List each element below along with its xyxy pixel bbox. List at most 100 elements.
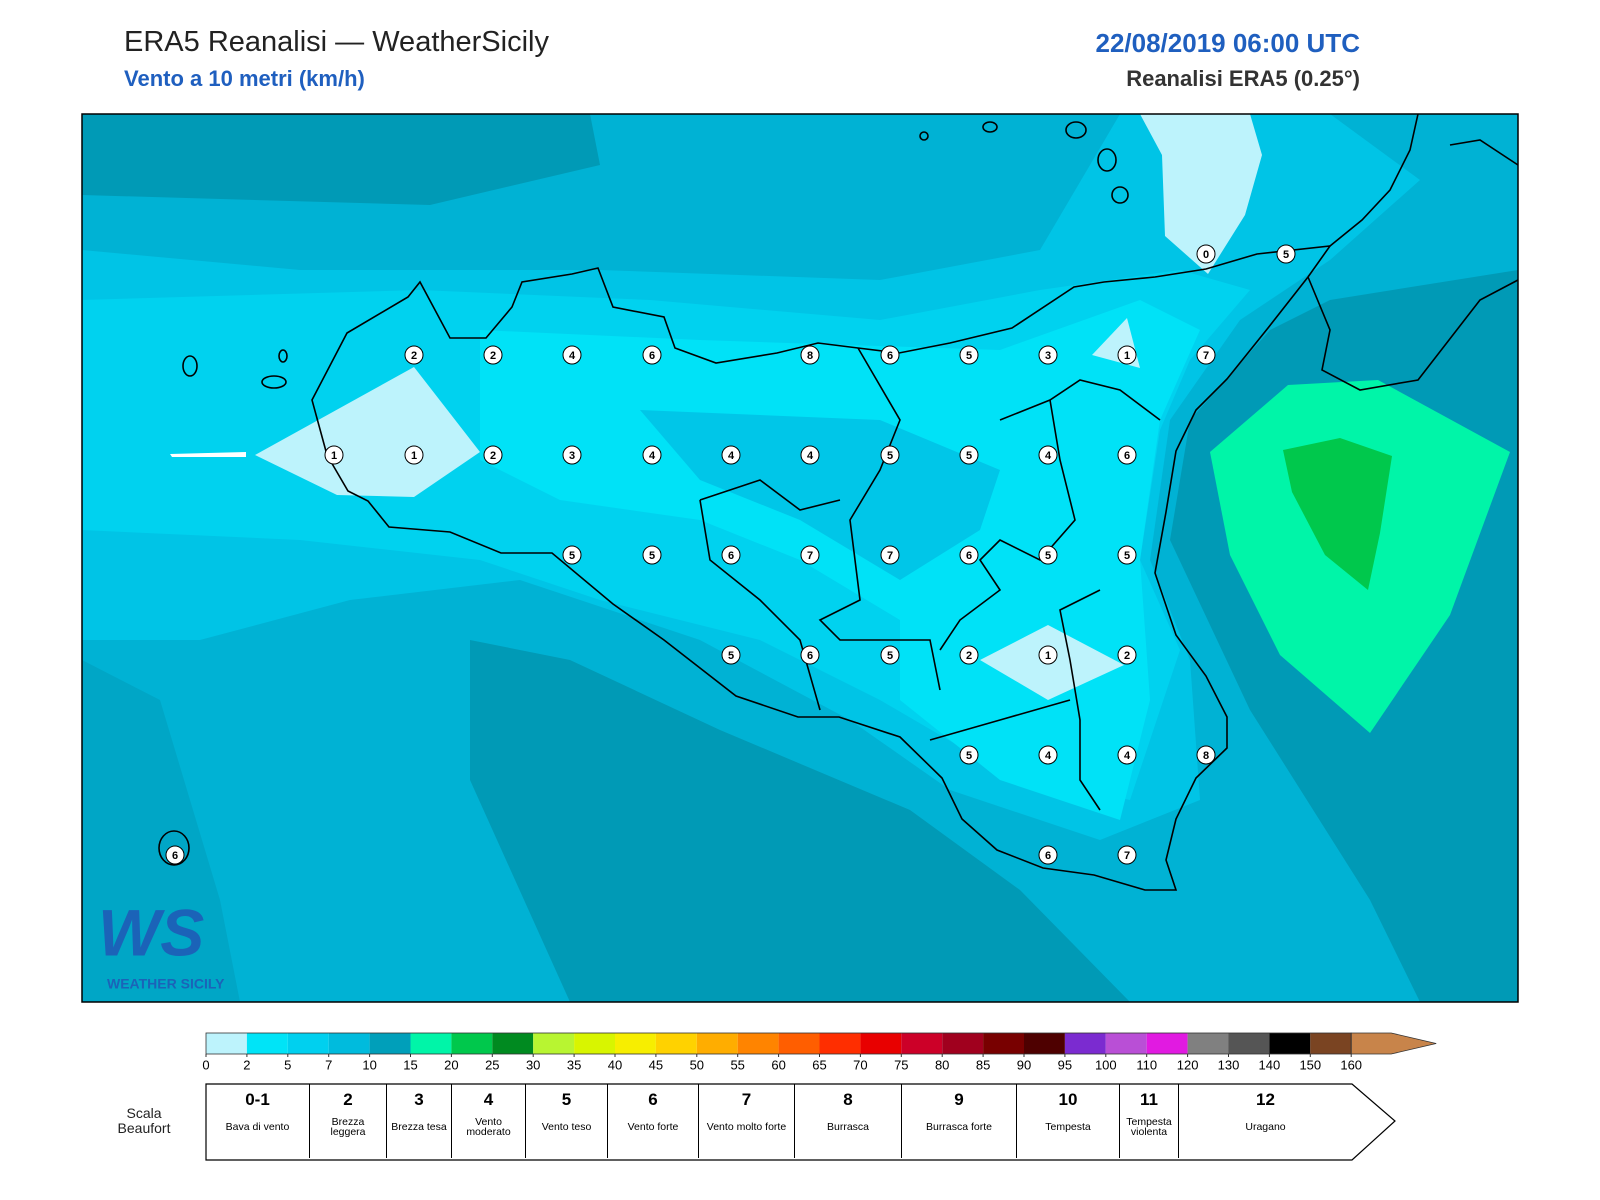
station-value: 6 — [1045, 850, 1051, 862]
station-marker — [1196, 244, 1216, 264]
station-value: 4 — [728, 450, 735, 462]
station-value: 1 — [1045, 650, 1051, 662]
title: ERA5 Reanalisi — WeatherSicily — [124, 26, 549, 58]
station-marker — [1038, 845, 1058, 865]
station-value: 2 — [490, 350, 496, 362]
station-value: 6 — [172, 850, 178, 862]
beaufort-name: Vento forte — [627, 1121, 679, 1133]
station-marker — [959, 645, 979, 665]
beaufort-force: 10 — [1058, 1090, 1078, 1109]
colorbar-tick-label: 35 — [567, 1057, 581, 1072]
colorbar-segment — [206, 1033, 247, 1054]
station-value: 5 — [887, 650, 893, 662]
beaufort-level: 3 Brezza tesa — [386, 1084, 451, 1158]
station-value: 4 — [1124, 750, 1131, 762]
map-frame — [81, 113, 1519, 1003]
station-marker — [880, 445, 900, 465]
station-marker — [562, 445, 582, 465]
station-value: 3 — [1045, 350, 1051, 362]
station-marker — [880, 345, 900, 365]
station-value: 6 — [728, 550, 734, 562]
beaufort-frame — [205, 1083, 1396, 1161]
station-value: 5 — [1045, 550, 1051, 562]
station-value: 6 — [887, 350, 893, 362]
station-marker — [1038, 445, 1058, 465]
beaufort-level: 7 Vento molto forte — [698, 1084, 794, 1158]
beaufort-level: 5 Vento teso — [525, 1084, 607, 1158]
beaufort-name: Burrasca — [826, 1121, 869, 1133]
colorbar-segment — [1310, 1033, 1352, 1054]
colorbar-tick-label: 10 — [362, 1057, 376, 1072]
colorbar-tick-label: 80 — [935, 1057, 949, 1072]
logo-name: WEATHER SICILY — [107, 976, 225, 992]
beaufort-level: 8 Burrasca — [794, 1084, 901, 1158]
station-marker — [959, 745, 979, 765]
beaufort-force: 9 — [954, 1090, 964, 1109]
colorbar-segment — [901, 1033, 943, 1054]
station-marker — [1117, 645, 1137, 665]
beaufort-level: 10 Tempesta — [1016, 1084, 1119, 1158]
colorbar-tick-label: 65 — [812, 1057, 826, 1072]
colorbar-segment — [1024, 1033, 1065, 1054]
colorbar-segment — [1146, 1033, 1188, 1054]
colorbar-tick-label: 45 — [649, 1057, 663, 1072]
colorbar-segment — [819, 1033, 861, 1054]
colorbar-tick-label: 150 — [1299, 1057, 1321, 1072]
subtitle: Vento a 10 metri (km/h) — [124, 66, 365, 91]
station-marker — [880, 545, 900, 565]
beaufort-level: 6 Vento forte — [607, 1084, 698, 1158]
colorbar-segment — [369, 1033, 411, 1054]
station-value: 3 — [569, 450, 575, 462]
station-value: 5 — [887, 450, 893, 462]
colorbar-segment — [983, 1033, 1024, 1054]
station-marker — [1038, 645, 1058, 665]
stations: 0 5 2 2 4 6 8 6 5 3 1 7 1 1 2 3 4 4 4 5 5 4 6 5 5 6 7 7 6 5 5 5 6 5 2 1 2 5 4 4… — [165, 244, 1296, 865]
colorbar-segment — [451, 1033, 493, 1054]
beaufort-name: Bava di vento — [225, 1121, 290, 1133]
station-marker — [1038, 745, 1058, 765]
station-marker — [483, 345, 503, 365]
station-marker — [1276, 244, 1296, 264]
beaufort-force: 8 — [843, 1090, 853, 1109]
beaufort-level: 11 Tempesta violenta — [1119, 1084, 1178, 1158]
station-marker — [959, 445, 979, 465]
wind-field — [82, 114, 1518, 1002]
colorbar-tick-label: 7 — [325, 1057, 332, 1072]
station-marker — [800, 345, 820, 365]
colorbar-tick-label: 100 — [1095, 1057, 1117, 1072]
station-marker — [483, 445, 503, 465]
station-marker — [1117, 745, 1137, 765]
beaufort-name: Vento teso — [541, 1121, 592, 1133]
station-marker — [1117, 445, 1137, 465]
beaufort-name: Vento molto forte — [706, 1121, 787, 1133]
station-marker — [404, 345, 424, 365]
station-value: 1 — [1124, 350, 1130, 362]
colorbar-segment — [246, 1033, 288, 1054]
station-marker — [1117, 845, 1137, 865]
station-value: 6 — [649, 350, 655, 362]
station-marker — [324, 445, 344, 465]
colorbar-tick-label: 20 — [444, 1057, 458, 1072]
colorbar-segment — [1187, 1033, 1229, 1054]
station-value: 2 — [411, 350, 417, 362]
beaufort-force: 5 — [561, 1090, 572, 1109]
colorbar: 0 2 5 7 10 15 20 25 30 35 40 45 50 55 60 65 70 75 80 85 90 95… — [202, 1032, 1437, 1072]
colorbar-tick-label: 40 — [608, 1057, 622, 1072]
station-marker — [642, 445, 662, 465]
colorbar-segment — [287, 1033, 329, 1054]
beaufort-name: Brezza tesa — [391, 1121, 447, 1133]
station-value: 1 — [331, 450, 337, 462]
beaufort-force: 2 — [343, 1090, 353, 1109]
colorbar-segment — [533, 1033, 575, 1054]
station-value: 5 — [1283, 249, 1289, 261]
source: Reanalisi ERA5 (0.25°) — [1126, 66, 1360, 91]
station-marker — [642, 545, 662, 565]
colorbar-tick-label: 30 — [526, 1057, 540, 1072]
beaufort-level: 4 Vento moderato — [451, 1084, 525, 1158]
station-marker — [959, 345, 979, 365]
station-value: 7 — [807, 550, 813, 562]
logo-mark: WS — [98, 895, 204, 969]
station-marker — [1196, 745, 1216, 765]
station-value: 4 — [649, 450, 656, 462]
